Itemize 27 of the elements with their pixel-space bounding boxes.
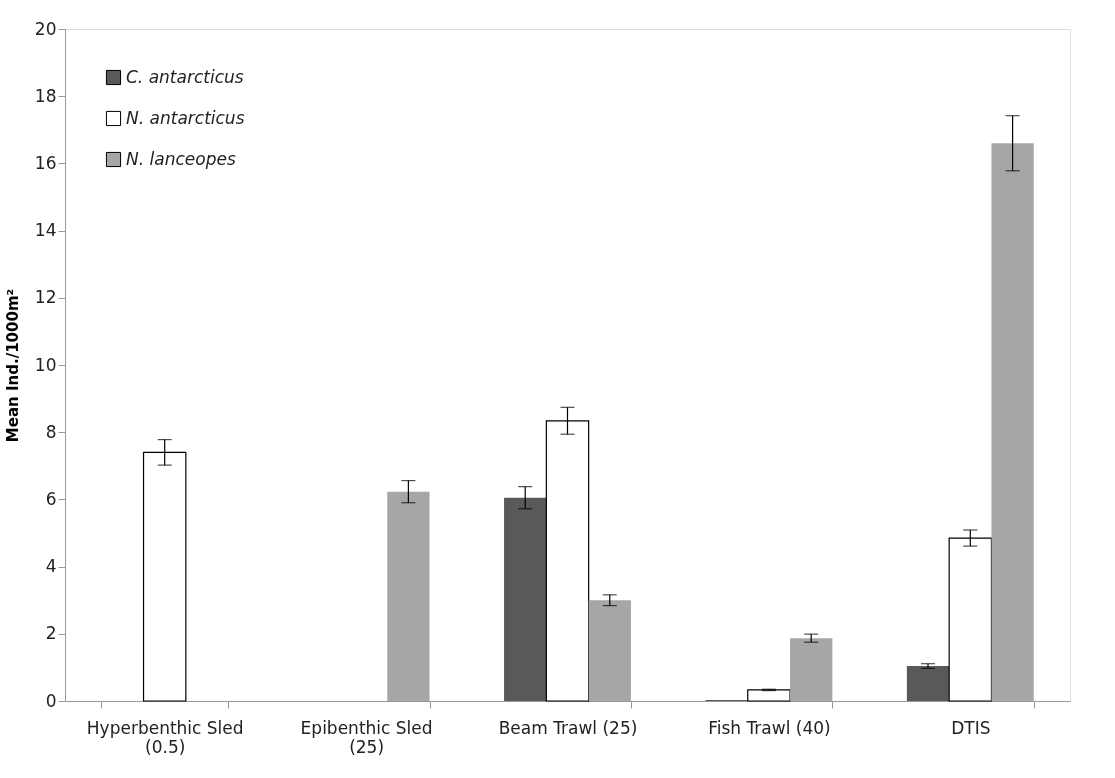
x-tick-label: Hyperbenthic Sled (0.5) <box>86 717 244 757</box>
legend-label: N. lanceopes <box>126 148 236 169</box>
legend-label: N. antarcticus <box>126 107 245 128</box>
x-tick-label: Epibenthic Sled (25) <box>300 717 433 757</box>
y-tick-label: 14 <box>34 220 57 241</box>
x-tick-label: Fish Trawl (40) <box>708 717 831 738</box>
y-axis-title: Mean Ind./1000m² <box>3 288 22 443</box>
bar <box>790 638 833 701</box>
y-tick-label: 6 <box>45 488 57 509</box>
y-tick-label: 4 <box>45 556 57 577</box>
y-tick-label: 20 <box>34 18 57 39</box>
y-tick-label: 16 <box>34 152 57 173</box>
bar <box>906 666 950 701</box>
y-tick-label: 12 <box>34 287 57 308</box>
y-tick-label: 2 <box>45 623 57 644</box>
bar <box>387 491 430 701</box>
x-tick-label: DTIS <box>951 717 991 738</box>
y-tick-label: 0 <box>45 690 57 711</box>
y-tick-label: 10 <box>34 354 57 375</box>
y-tick-label: 8 <box>45 421 57 442</box>
bar <box>991 143 1034 701</box>
bar <box>588 600 631 701</box>
y-tick-label: 18 <box>34 85 57 106</box>
x-tick-label: Beam Trawl (25) <box>498 717 638 738</box>
legend-label: C. antarcticus <box>126 66 244 87</box>
bar <box>504 497 547 701</box>
bar <box>747 689 791 702</box>
